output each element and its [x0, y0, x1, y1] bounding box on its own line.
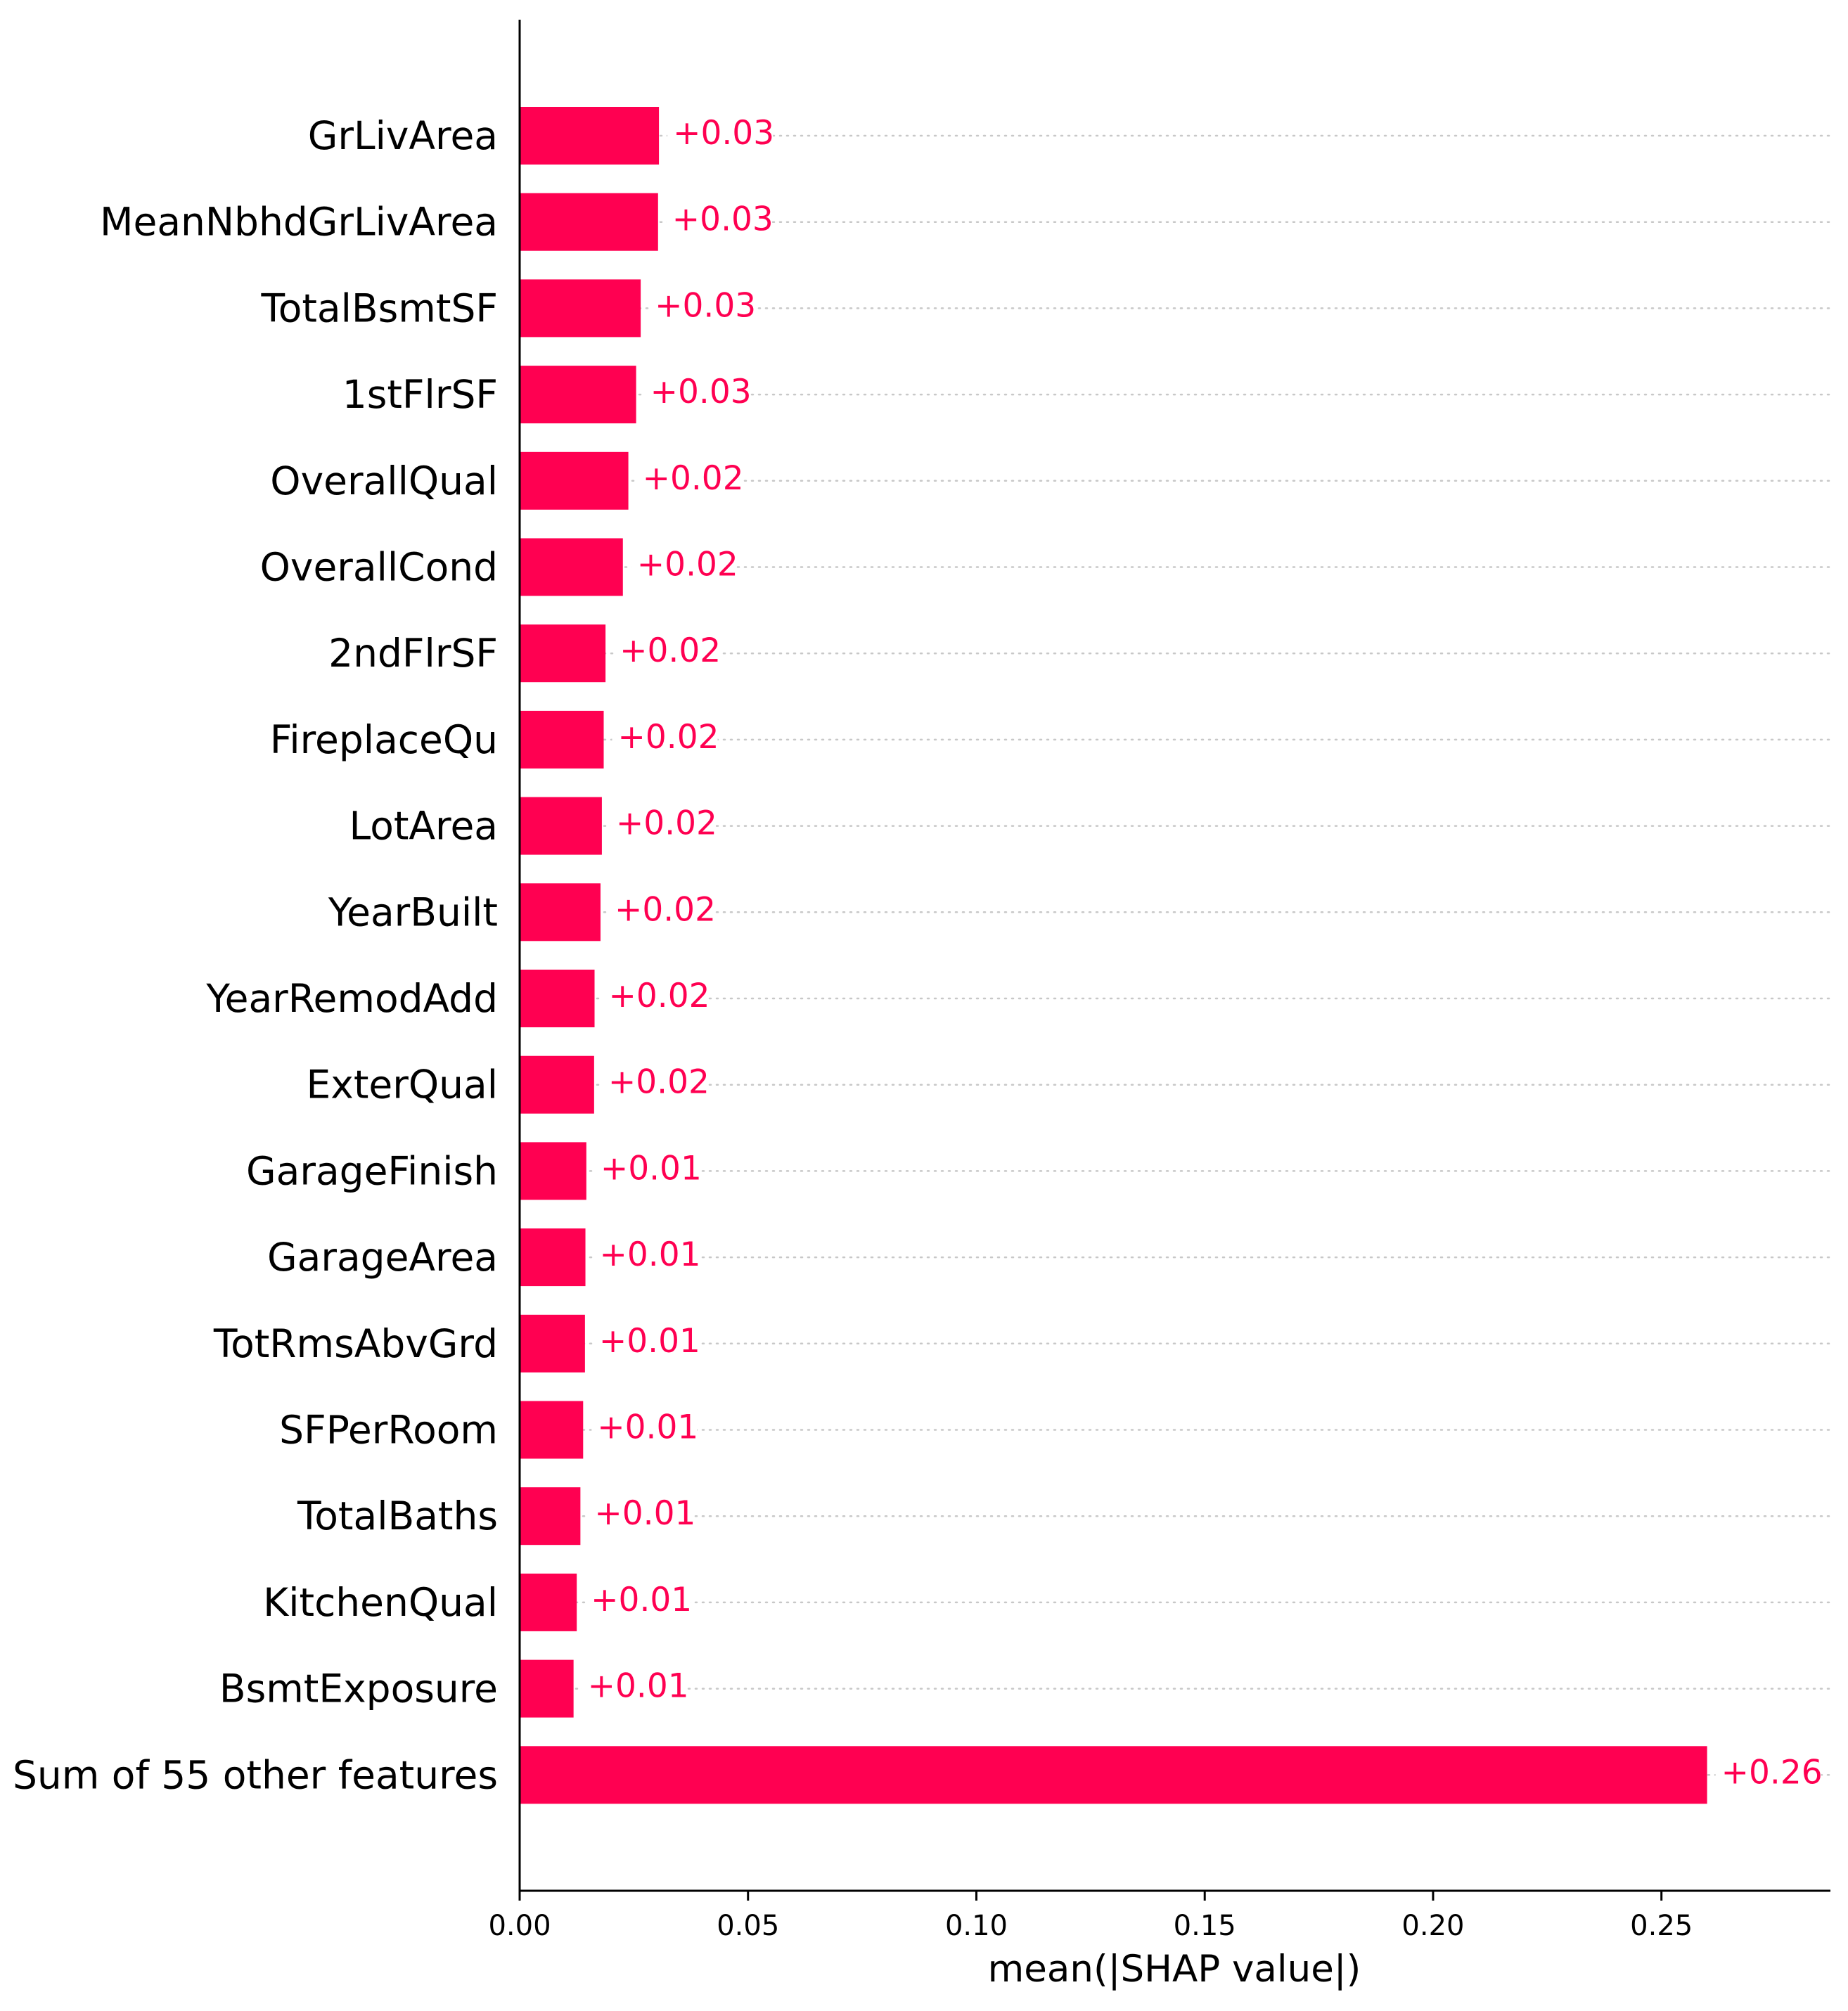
value-label: +0.01	[600, 1235, 701, 1274]
y-tick-label: OverallQual	[270, 458, 498, 503]
value-label-background	[631, 544, 737, 584]
bar	[520, 970, 595, 1027]
bar	[520, 1573, 577, 1631]
value-label-background	[602, 1062, 708, 1102]
bar	[520, 366, 636, 424]
bar	[520, 1487, 581, 1546]
y-tick-label: TotalBsmtSF	[260, 285, 498, 330]
x-tick-label: 0.10	[945, 1910, 1008, 1942]
y-tick-label: KitchenQual	[263, 1580, 498, 1625]
value-label-background	[612, 717, 718, 757]
y-tick-label: TotRmsAbvGrd	[213, 1321, 498, 1366]
value-label: +0.01	[601, 1149, 702, 1188]
y-tick-label: YearBuilt	[328, 889, 498, 934]
value-label-background	[636, 458, 743, 498]
bar	[520, 624, 606, 683]
bar	[520, 797, 602, 855]
bar	[520, 538, 623, 596]
y-tick-label: OverallCond	[260, 545, 498, 590]
value-label-background	[589, 1493, 695, 1534]
value-label: +0.03	[650, 373, 752, 411]
bars	[520, 107, 1707, 1804]
y-tick-label: FireplaceQu	[270, 717, 498, 762]
value-label: +0.02	[615, 890, 716, 929]
x-axis-title: mean(|SHAP value|)	[988, 1948, 1361, 1991]
y-axis-labels: GrLivArea MeanNbhdGrLivArea TotalBsmtSF 1st…	[13, 113, 498, 1797]
bar	[520, 1314, 585, 1373]
y-tick-label: Sum of 55 other features	[13, 1752, 498, 1797]
value-label-background	[667, 113, 774, 153]
value-label-background	[582, 1666, 688, 1706]
bar	[520, 1228, 586, 1287]
y-tick-label: MeanNbhdGrLivArea	[100, 200, 498, 245]
bar	[520, 107, 660, 165]
bar	[520, 1746, 1707, 1804]
value-labels: +0.03 +0.03 +0.03 +0.03 +0.02 +0.02 +0.02 +0.02…	[582, 113, 1823, 1792]
value-label: +0.03	[655, 286, 756, 325]
bar	[520, 883, 601, 942]
y-tick-label: GarageFinish	[246, 1148, 498, 1193]
value-label: +0.02	[616, 804, 717, 843]
value-label-background	[644, 372, 750, 412]
bar	[520, 193, 658, 251]
value-label-background	[585, 1579, 691, 1619]
value-label: +0.02	[609, 977, 710, 1015]
value-label: +0.01	[594, 1494, 695, 1533]
x-tick-label: 0.15	[1174, 1910, 1236, 1942]
bar	[520, 279, 641, 338]
value-label: +0.02	[608, 1063, 710, 1102]
value-label: +0.01	[597, 1408, 698, 1447]
x-tick-label: 0.05	[717, 1910, 779, 1942]
y-tick-label: TotalBaths	[297, 1493, 498, 1538]
y-tick-label: GarageArea	[267, 1235, 498, 1280]
value-label: +0.03	[673, 114, 774, 153]
y-tick-label: BsmtExposure	[219, 1666, 498, 1711]
y-tick-label: GrLivArea	[308, 113, 498, 158]
value-label-background	[591, 1407, 698, 1447]
value-label: +0.01	[591, 1581, 692, 1619]
bar	[520, 1401, 584, 1459]
y-tick-label: 2ndFlrSF	[328, 631, 498, 676]
value-label-background	[593, 1235, 700, 1275]
value-label-background	[608, 889, 714, 930]
value-label-background	[614, 631, 720, 671]
x-tick-label: 0.20	[1401, 1910, 1464, 1942]
x-tick-label: 0.25	[1630, 1910, 1693, 1942]
value-label: +0.02	[637, 546, 738, 584]
bar	[520, 1659, 574, 1718]
value-label-background	[603, 976, 709, 1015]
x-tick-label: 0.00	[488, 1910, 551, 1942]
value-label: +0.26	[1721, 1753, 1823, 1792]
value-label: +0.02	[643, 459, 744, 498]
value-label-background	[1715, 1752, 1821, 1792]
value-label-background	[594, 1148, 700, 1188]
bar	[520, 451, 629, 510]
y-tick-label: SFPerRoom	[279, 1408, 498, 1453]
value-label: +0.01	[599, 1322, 700, 1361]
bar	[520, 1142, 586, 1200]
y-tick-label: LotArea	[349, 804, 498, 849]
value-label-background	[610, 803, 716, 843]
value-label: +0.03	[672, 200, 774, 239]
bar	[520, 1055, 594, 1114]
y-tick-label: 1stFlrSF	[342, 372, 498, 417]
bar	[520, 710, 604, 769]
value-label-background	[649, 285, 755, 326]
value-label: +0.01	[588, 1667, 689, 1706]
value-label: +0.02	[618, 718, 719, 757]
x-axis-ticks: 0.00 0.05 0.10 0.15 0.20 0.25	[488, 1891, 1693, 1942]
value-label-background	[593, 1321, 699, 1361]
value-label: +0.02	[620, 631, 721, 670]
value-label-background	[666, 199, 772, 239]
y-tick-label: YearRemodAdd	[205, 976, 498, 1021]
y-tick-label: ExterQual	[307, 1062, 498, 1107]
